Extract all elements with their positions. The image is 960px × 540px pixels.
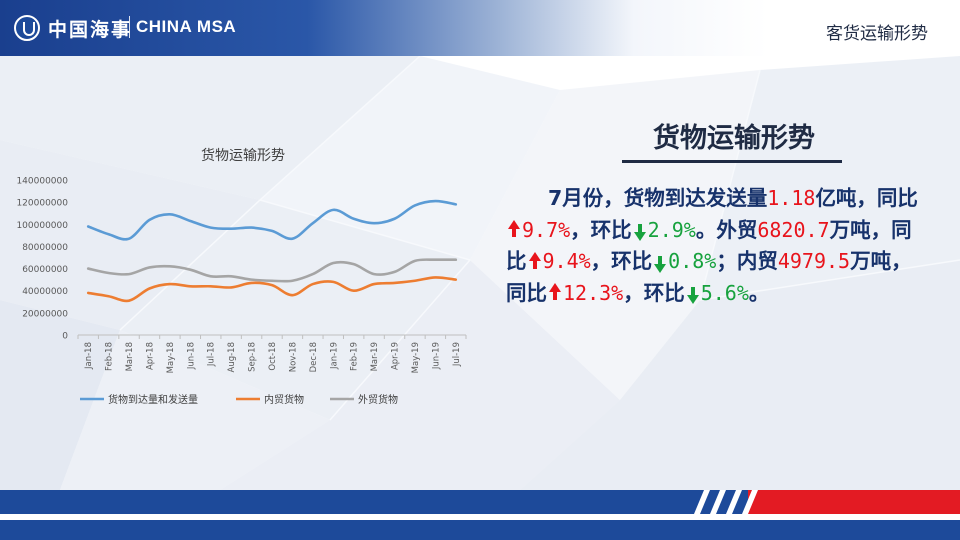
y-tick-label: 80000000	[22, 243, 68, 253]
x-axis: Jan-18 Feb-18 Mar-18 Apr-18 May-18 Jun-18 Jul-…	[77, 334, 467, 373]
x-tick-label: Jul-19	[452, 342, 462, 367]
series-line-foreign	[86, 258, 458, 283]
chart-title: 货物运输形势	[201, 147, 285, 164]
x-tick-label: Jun-18	[186, 342, 196, 370]
legend-label: 内贸货物	[264, 393, 304, 406]
logo-chinese-text: 中国海事	[48, 19, 133, 41]
y-tick-label: 0	[62, 332, 68, 342]
x-tick-label: May-19	[411, 342, 421, 373]
paragraph-text: 万吨，同比	[506, 249, 912, 305]
arrow-down-icon	[654, 255, 667, 273]
header: 中国海事 CHINA MSA 客货运输形势	[0, 0, 960, 56]
footer-stripes	[694, 490, 758, 514]
stat-value-up: 6820.7	[757, 217, 830, 242]
legend-label: 外贸货物	[358, 393, 398, 406]
x-tick-label: Feb-19	[350, 342, 360, 371]
chart-legend: 货物到达量和发送量 内贸货物 外贸货物	[80, 393, 398, 406]
x-tick-label: Feb-18	[105, 342, 115, 371]
logo-english-text: CHINA MSA	[136, 17, 237, 36]
paragraph-text: ，环比	[623, 280, 685, 305]
panel-paragraph: 7月份，货物到达发送量1.18亿吨，同比9.7%，环比 2.9%。外贸6820.7…	[506, 183, 926, 309]
paragraph-text: ，环比	[570, 217, 632, 242]
stat-value-up: 12.3%	[563, 280, 624, 305]
msa-emblem-icon	[14, 15, 40, 41]
x-tick-label: Dec-18	[309, 342, 319, 372]
paragraph-text: ；内贸	[716, 249, 778, 273]
x-tick-label: Aug-18	[227, 342, 237, 372]
x-tick-label: Apr-19	[391, 342, 401, 370]
arrow-down-icon	[686, 287, 699, 304]
x-tick-label: May-18	[166, 342, 176, 373]
y-tick-label: 140000000	[16, 177, 68, 187]
x-tick-label: Jan-18	[84, 342, 94, 370]
y-tick-label: 40000000	[22, 287, 68, 297]
series-line-total	[86, 199, 458, 241]
x-tick-label: Nov-18	[288, 342, 298, 372]
x-tick-label: Sep-18	[248, 342, 258, 372]
x-tick-label: Mar-19	[370, 342, 380, 371]
stat-value-up: 1.18	[767, 186, 816, 210]
y-tick-label: 60000000	[22, 265, 68, 275]
footer-bottom-band	[0, 520, 960, 540]
paragraph-text: 。外贸	[695, 217, 758, 242]
stat-value-up: 9.4%	[542, 249, 591, 273]
x-tick-label: Apr-18	[145, 342, 155, 370]
series-line-domestic	[86, 276, 458, 303]
stat-value-up: 9.7%	[522, 217, 571, 242]
x-tick-label: Oct-18	[268, 342, 278, 371]
panel-title-underline	[622, 160, 842, 163]
logo-divider	[129, 16, 130, 38]
y-tick-label: 100000000	[16, 221, 68, 231]
header-band	[0, 0, 960, 56]
stat-value-down: 0.8%	[668, 249, 717, 273]
paragraph-text: 7月份，货物到达发送量	[548, 186, 768, 210]
panel-title: 货物运输形势	[653, 123, 815, 154]
series-lines	[86, 199, 458, 303]
y-axis: 0 20000000 40000000 60000000 80000000 1000000…	[16, 177, 68, 342]
section-title: 客货运输形势	[826, 24, 928, 44]
stat-value-up: 4979.5	[777, 249, 851, 273]
x-tick-label: Jan-19	[329, 342, 339, 370]
footer-divider	[0, 514, 960, 520]
legend-label: 货物到达量和发送量	[108, 393, 198, 406]
cargo-line-chart: 货物运输形势 0 20000000 40000000 60000000 80000000…	[16, 147, 467, 406]
paragraph-text: 。	[748, 280, 770, 305]
paragraph-text: 亿吨，同比	[815, 186, 918, 210]
y-tick-label: 120000000	[16, 199, 68, 209]
y-tick-label: 20000000	[22, 309, 68, 319]
panel-body: 7月份，货物到达发送量1.18亿吨，同比9.7%，环比 2.9%。外贸6820.7…	[506, 183, 926, 309]
x-tick-label: Mar-18	[125, 342, 135, 371]
x-tick-label: Jun-19	[431, 342, 441, 370]
x-tick-label: Jul-18	[207, 342, 217, 367]
stat-value-down: 2.9%	[647, 217, 696, 242]
paragraph-text: ，环比	[590, 249, 653, 273]
arrow-up-icon	[549, 283, 561, 300]
arrow-up-icon	[528, 251, 541, 269]
stat-value-down: 5.6%	[700, 280, 749, 305]
footer-red-block	[748, 490, 960, 514]
arrow-up-icon	[508, 220, 520, 237]
paragraph-text: 万吨，同比	[506, 217, 912, 274]
arrow-down-icon	[633, 224, 646, 241]
